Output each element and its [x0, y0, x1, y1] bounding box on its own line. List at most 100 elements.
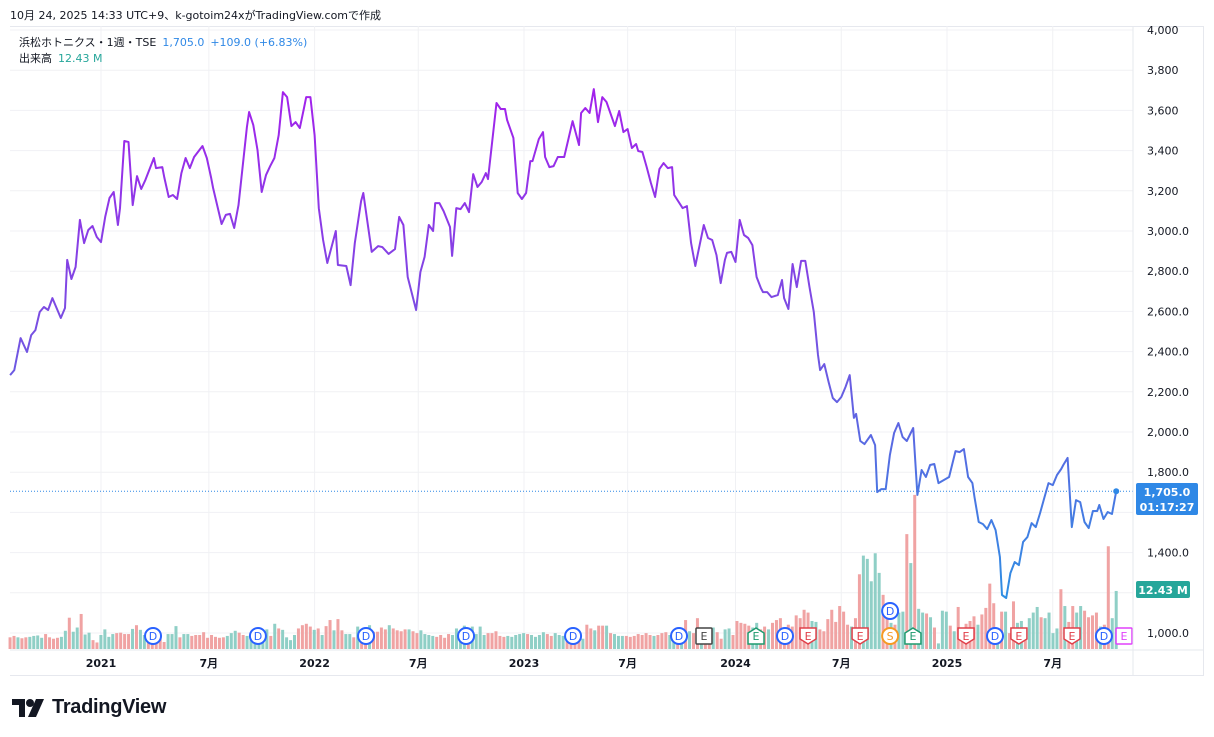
volume-bar [723, 629, 727, 649]
earnings-beat-icon [904, 627, 922, 645]
volume-bar [328, 620, 332, 649]
volume-bar [28, 636, 32, 649]
volume-bar [427, 634, 431, 649]
event-marker-earnings-beat[interactable]: E [747, 627, 765, 645]
event-marker-dividend[interactable]: D [457, 627, 476, 645]
event-marker-earnings-beat[interactable]: E [904, 627, 922, 645]
event-marker-earnings-miss[interactable]: E [851, 627, 869, 645]
x-tick-label: 7月 [618, 657, 637, 670]
dividend-icon [457, 627, 476, 645]
volume-bar [601, 625, 605, 649]
volume-bar [213, 636, 217, 649]
earnings-icon [1115, 627, 1133, 645]
event-letter: E [1015, 630, 1022, 643]
volume-bar [1039, 617, 1043, 649]
volume-bar [1047, 612, 1051, 649]
volume-bar [909, 563, 913, 649]
volume-bar [664, 632, 668, 649]
volume-bar [526, 634, 530, 649]
volume-bar [830, 609, 834, 649]
volume-bar [277, 628, 281, 649]
volume-bar [115, 633, 119, 649]
dividend-icon [670, 627, 689, 645]
volume-bar [292, 634, 296, 649]
event-letter: E [1069, 630, 1076, 643]
volume-bar [482, 634, 486, 649]
volume-bar [352, 637, 356, 649]
volume-bar [289, 640, 293, 649]
event-marker-earnings-miss[interactable]: E [1063, 627, 1081, 645]
volume-bar [932, 627, 936, 649]
tradingview-logo[interactable]: TradingView [12, 696, 166, 719]
price-badge: 1,705.0 01:17:27 [1136, 483, 1198, 515]
event-marker-dividend[interactable]: D [1094, 627, 1113, 645]
event-letter: E [753, 630, 760, 643]
volume-bar [861, 555, 865, 649]
volume-bar [632, 635, 636, 649]
event-marker-earnings-miss[interactable]: E [799, 627, 817, 645]
event-marker-dividend[interactable]: D [986, 627, 1005, 645]
x-tick-label: 2021 [86, 657, 117, 670]
tradingview-logo-icon [12, 698, 44, 717]
tradingview-logo-text: TradingView [52, 696, 167, 718]
event-marker-dividend[interactable]: D [564, 627, 583, 645]
event-letter: E [1121, 630, 1128, 643]
volume-bar [620, 635, 624, 649]
event-marker-dividend[interactable]: D [670, 627, 689, 645]
split-icon [881, 627, 900, 645]
volume-bar [344, 634, 348, 649]
y-tick-label: 1,000.0 [1147, 627, 1189, 640]
volume-bar [451, 634, 455, 649]
volume-bar [905, 534, 909, 649]
legend-symbol[interactable]: 浜松ホトニクス・1週・TSE [19, 36, 157, 49]
volume-bar [229, 633, 233, 649]
volume-bar [581, 638, 585, 649]
volume-bar [249, 637, 253, 649]
volume-bar [166, 634, 170, 649]
volume-bar [1051, 633, 1055, 649]
event-letter: E [963, 630, 970, 643]
volume-bar [186, 634, 190, 649]
event-markers[interactable]: D D D D D D E E D E E SDE E D E E D E [144, 602, 1133, 645]
chart-caption: 10月 24, 2025 14:33 UTC+9、k-gotoim24xがTra… [10, 9, 382, 22]
event-marker-dividend[interactable]: D [248, 627, 267, 645]
volume-bar [91, 640, 95, 649]
volume-bar [454, 628, 458, 649]
event-marker-earnings-neutral[interactable]: E [695, 627, 713, 645]
volume-bar [913, 494, 917, 649]
event-marker-split[interactable]: S [881, 627, 900, 645]
volume-bar [952, 631, 956, 649]
volume-bar [897, 612, 901, 649]
volume-bar [636, 634, 640, 649]
time-axis[interactable]: 2021 7月 2022 7月 2023 7月 2024 7月 2025 7月 [10, 26, 1204, 676]
volume-bar [59, 636, 63, 649]
volume-bar [79, 613, 83, 649]
volume-bar [877, 572, 881, 649]
volume-bar [375, 631, 379, 649]
event-marker-dividend[interactable]: D [357, 627, 376, 645]
legend-volume-row: 出来高 12.43 M [19, 51, 307, 67]
volume-bar [857, 574, 861, 649]
volume-bar [40, 637, 44, 649]
volume-bar [944, 611, 948, 649]
volume-bar [980, 614, 984, 649]
event-marker-dividend[interactable]: D [881, 602, 900, 620]
volume-bar [585, 624, 589, 649]
volume-bar [348, 634, 352, 649]
volume-bar [419, 630, 423, 649]
earnings-miss-icon [851, 627, 869, 645]
volume-bar [557, 634, 561, 649]
x-tick-label: 2023 [509, 657, 540, 670]
last-price-dot [1113, 488, 1120, 495]
price-axis[interactable]: 4,000 3,800 3,600 3,400 3,200 3,000.0 2,800.0 2… [1147, 24, 1189, 640]
volume-bar [502, 636, 506, 649]
event-marker-earnings-upcoming[interactable]: E [1115, 627, 1133, 645]
event-marker-dividend[interactable]: D [775, 627, 794, 645]
event-marker-earnings-miss[interactable]: E [1010, 627, 1028, 645]
price-line [9, 88, 1118, 599]
event-marker-dividend[interactable]: D [144, 627, 163, 645]
legend-volume-label[interactable]: 出来高 [19, 52, 52, 65]
volume-bar [834, 621, 838, 649]
event-marker-earnings-miss[interactable]: E [957, 627, 975, 645]
